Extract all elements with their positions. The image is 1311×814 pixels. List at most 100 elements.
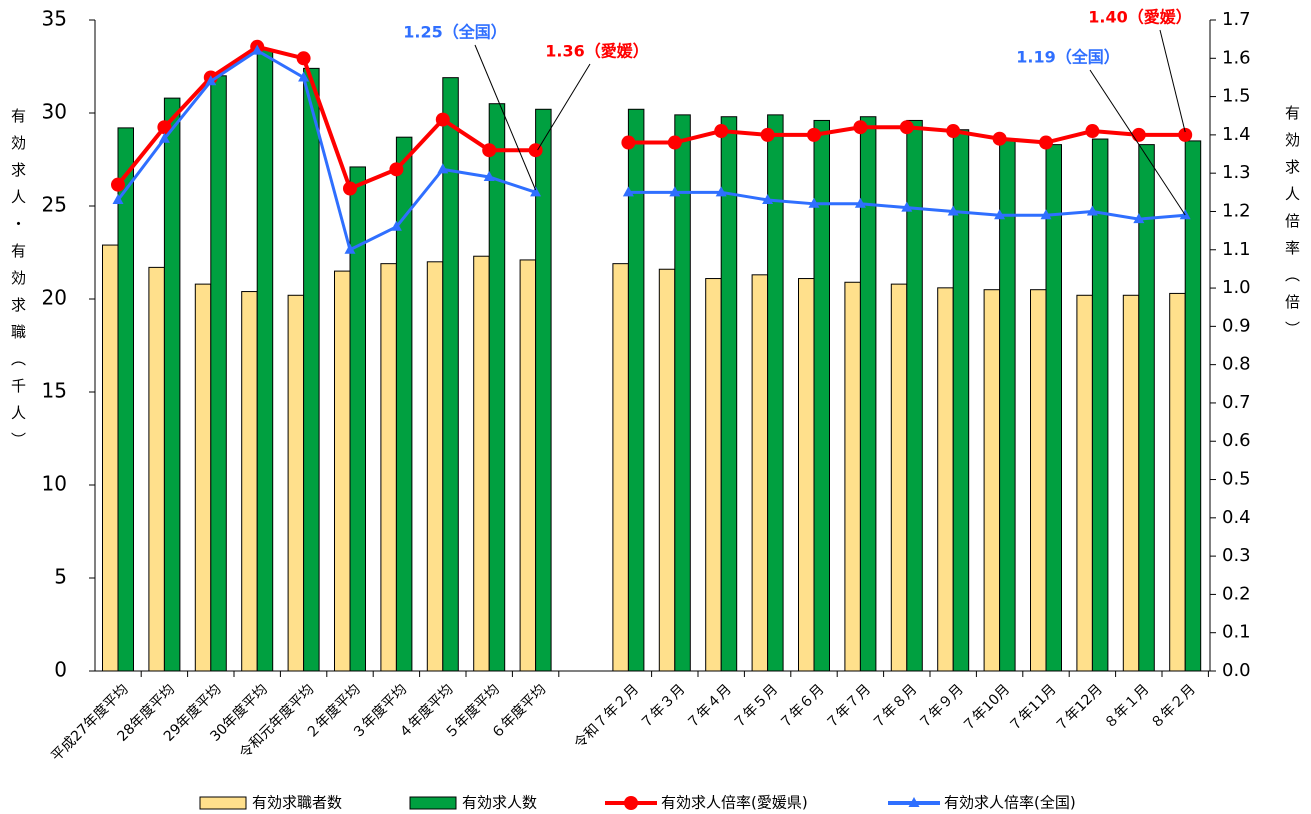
bar [1138,144,1155,672]
bar [658,268,676,672]
line-marker [992,131,1007,146]
bar [395,136,413,672]
y2-tick-label: 0.1 [1222,622,1251,643]
y2-tick-label: 0.0 [1222,660,1251,681]
bar [844,281,861,672]
line-marker [344,243,356,254]
bar [287,294,305,672]
line [116,44,1186,192]
bar [1030,289,1047,672]
bar [488,103,506,672]
bar [241,291,258,672]
y2-tick-label: 0.6 [1222,430,1251,451]
x-tick-label: ７年10月 [960,681,1014,735]
x-tick-label: ８年２月 [1148,681,1199,732]
bar [1184,140,1202,672]
line-marker [1178,127,1193,142]
bar [612,263,629,672]
y2-tick-label: 0.3 [1222,545,1251,566]
bar [148,266,165,672]
line-marker [298,71,310,82]
y2-tick-label: 1.2 [1222,200,1251,221]
bar [442,77,459,672]
y2-tick-label: 1.5 [1222,86,1251,107]
bar [163,97,181,672]
line-marker [901,201,913,212]
line-marker [205,75,217,86]
line-marker [807,127,821,142]
x-tick-label: 令和７年２月 [571,681,642,752]
y2-tick-label: 1.7 [1222,9,1251,30]
line-marker [899,120,914,135]
legend-marker [908,797,920,807]
y-tick-label: 15 [42,379,67,403]
line-marker [622,186,634,197]
x-tick-label: ７年11月 [1006,681,1060,735]
annotation: 1.25（全国） [403,23,506,42]
line-marker [1086,205,1098,216]
legend-label: 有効求職者数 [252,794,342,812]
line-marker [760,127,775,142]
annotation: 1.19（全国） [1016,48,1119,67]
line-marker [251,44,263,55]
y2-tick-label: 0.8 [1222,354,1251,375]
line-marker [437,163,449,174]
legend-item: 有効求職者数 [199,794,342,812]
line-marker [714,124,729,139]
annotation-leader [537,63,591,151]
annotation-leader [474,44,537,191]
bar [210,75,227,672]
y2-tick-label: 1.0 [1222,277,1251,298]
y2-tick-label: 0.5 [1222,469,1251,490]
line-marker [435,112,450,127]
line-marker [853,120,868,135]
legend-item: 有効求人倍率(愛媛県) [605,794,808,812]
line-marker [946,124,961,139]
line-marker [1039,135,1053,150]
bar [473,255,490,672]
line [116,48,1186,252]
line-marker [112,193,124,204]
bar [859,116,877,672]
x-tick-label: ７年12月 [1052,681,1106,735]
x-tick-label: 平成27年度平均 [48,681,131,764]
line-marker [343,181,357,196]
legend-label: 有効求人倍率(全国) [944,794,1076,812]
y-tick-label: 10 [42,472,67,496]
line-marker [669,186,681,197]
annotation-leader [1089,69,1186,216]
y-tick-label: 0 [54,658,67,682]
y2-tick-label: 0.7 [1222,392,1251,413]
line-marker [158,132,170,143]
x-tick-label: ７年８月 [870,681,921,732]
y-axis-label: 有効求人・有効求職（千人） [9,108,27,459]
bar [906,119,923,672]
bar [813,119,830,672]
bar [1076,294,1093,672]
line-marker [667,135,682,150]
bar [1091,138,1109,672]
line-marker [1085,124,1100,139]
line-marker [994,209,1006,220]
bar [380,263,397,672]
x-tick-label: ７年７月 [823,681,874,732]
line-marker [1131,127,1146,142]
x-tick-label: ７年６月 [777,681,828,732]
line-marker [390,220,402,231]
annotation: 1.40（愛媛） [1088,8,1191,27]
bar [798,278,815,672]
bar [751,274,769,672]
x-tick-label: ８年１月 [1102,681,1153,732]
bar [767,114,784,672]
legend-swatch [409,796,457,810]
bar [349,166,366,672]
line-marker [482,143,497,158]
legend-label: 有効求人数 [462,794,537,812]
y2-tick-label: 0.4 [1222,507,1251,528]
x-tick-label: ７年５月 [730,681,781,732]
line-marker [762,193,774,204]
bar [674,114,691,672]
line-marker [530,186,542,197]
